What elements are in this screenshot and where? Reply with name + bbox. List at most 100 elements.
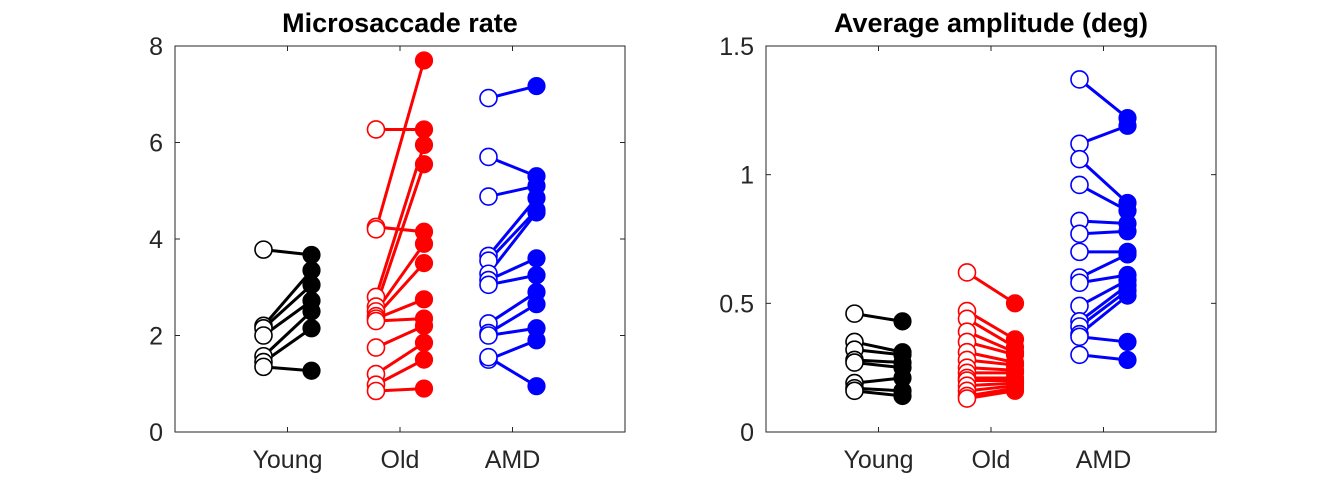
open-marker [957, 263, 977, 282]
filled-marker [414, 350, 434, 369]
y-tick-label: 0 [740, 419, 754, 447]
x-tick-label: Young [844, 446, 914, 474]
open-marker [254, 357, 273, 377]
open-marker [366, 120, 386, 139]
pair-line [374, 144, 426, 298]
y-tick-label: 1 [740, 162, 754, 190]
open-marker [1070, 134, 1089, 154]
filled-marker [893, 312, 912, 331]
open-marker [479, 347, 498, 367]
open-marker [845, 381, 864, 401]
open-marker [366, 338, 386, 357]
series-old [957, 263, 1025, 408]
open-marker [845, 304, 864, 323]
open-marker [1070, 175, 1089, 195]
series-young [254, 240, 321, 380]
series-old [366, 51, 434, 401]
filled-marker [1118, 245, 1137, 264]
x-tick-label: Young [253, 446, 323, 474]
open-marker [479, 275, 498, 295]
y-tick-label: 0 [149, 419, 163, 447]
filled-marker [1118, 350, 1137, 370]
series-young [845, 304, 912, 406]
x-tick-label: Old [972, 446, 1011, 474]
filled-marker [414, 316, 434, 335]
filled-marker [302, 275, 321, 294]
filled-marker [414, 290, 434, 309]
filled-marker [527, 266, 546, 285]
axis-ticks: 0 0.5 1 1.5 Young Old AMD [719, 33, 1216, 474]
open-marker [957, 389, 977, 408]
open-marker [1070, 296, 1089, 316]
filled-marker [893, 386, 912, 406]
filled-marker [527, 76, 546, 96]
open-marker [479, 147, 498, 167]
y-tick-label: 1.5 [719, 33, 754, 61]
x-tick-label: Old [381, 446, 420, 474]
y-tick-label: 2 [149, 323, 163, 351]
filled-marker [302, 245, 321, 265]
y-tick-label: 6 [149, 130, 163, 158]
filled-marker [527, 331, 546, 350]
open-marker [1070, 70, 1089, 89]
filled-marker [302, 302, 321, 321]
open-marker [1070, 224, 1089, 244]
filled-marker [527, 203, 546, 222]
filled-marker [414, 254, 434, 273]
filled-marker [414, 234, 434, 253]
filled-marker [302, 361, 321, 380]
open-marker [479, 326, 498, 345]
chart-title: Average amplitude (deg) [834, 8, 1148, 38]
filled-marker [414, 333, 434, 352]
open-marker [1070, 242, 1089, 262]
panel-average-amplitude: Average amplitude (deg) 0 0.5 1 1.5 Young Old… [719, 8, 1217, 474]
open-marker [366, 220, 386, 239]
open-marker [479, 88, 498, 108]
filled-marker [1005, 381, 1025, 400]
filled-marker [1118, 222, 1137, 241]
y-tick-label: 0.5 [719, 290, 754, 318]
x-tick-label: AMD [1076, 446, 1132, 474]
open-marker [479, 187, 498, 206]
axis-ticks: 0 2 4 6 8 Young Old AMD [149, 33, 625, 474]
y-tick-label: 8 [149, 33, 163, 61]
open-marker [1070, 345, 1089, 365]
filled-marker [414, 379, 434, 398]
pair-line [262, 310, 313, 358]
filled-marker [1005, 294, 1025, 313]
pair-line [487, 302, 538, 335]
open-marker [1070, 273, 1089, 293]
filled-marker [527, 295, 546, 314]
y-tick-label: 4 [149, 226, 163, 254]
filled-marker [1118, 332, 1137, 352]
filled-marker [414, 135, 434, 155]
pair-line [966, 271, 1016, 305]
filled-marker [414, 155, 434, 174]
plot-marks [254, 51, 546, 401]
filled-marker [414, 120, 434, 139]
pair-line [375, 341, 425, 376]
series-amd [1070, 70, 1137, 370]
filled-marker [527, 249, 546, 268]
pair-line [1078, 158, 1129, 205]
filled-marker [1118, 286, 1137, 305]
series-amd [479, 76, 546, 396]
open-marker [1070, 327, 1089, 347]
plot-marks [845, 70, 1137, 408]
open-marker [845, 353, 864, 372]
pair-line [262, 269, 313, 327]
pair-line [1078, 78, 1129, 120]
chart-title: Microsaccade rate [282, 8, 518, 38]
open-marker [366, 381, 386, 401]
open-marker [366, 311, 386, 331]
pair-line [374, 60, 426, 230]
pair-line [487, 290, 538, 325]
filled-marker [414, 51, 434, 70]
x-tick-label: AMD [485, 446, 541, 474]
open-marker [254, 240, 273, 259]
open-marker [254, 326, 273, 345]
panel-microsaccade-rate: Microsaccade rate 0 2 4 6 8 Young Old AMD [149, 8, 626, 474]
filled-marker [527, 377, 546, 396]
pair-line [374, 163, 426, 308]
